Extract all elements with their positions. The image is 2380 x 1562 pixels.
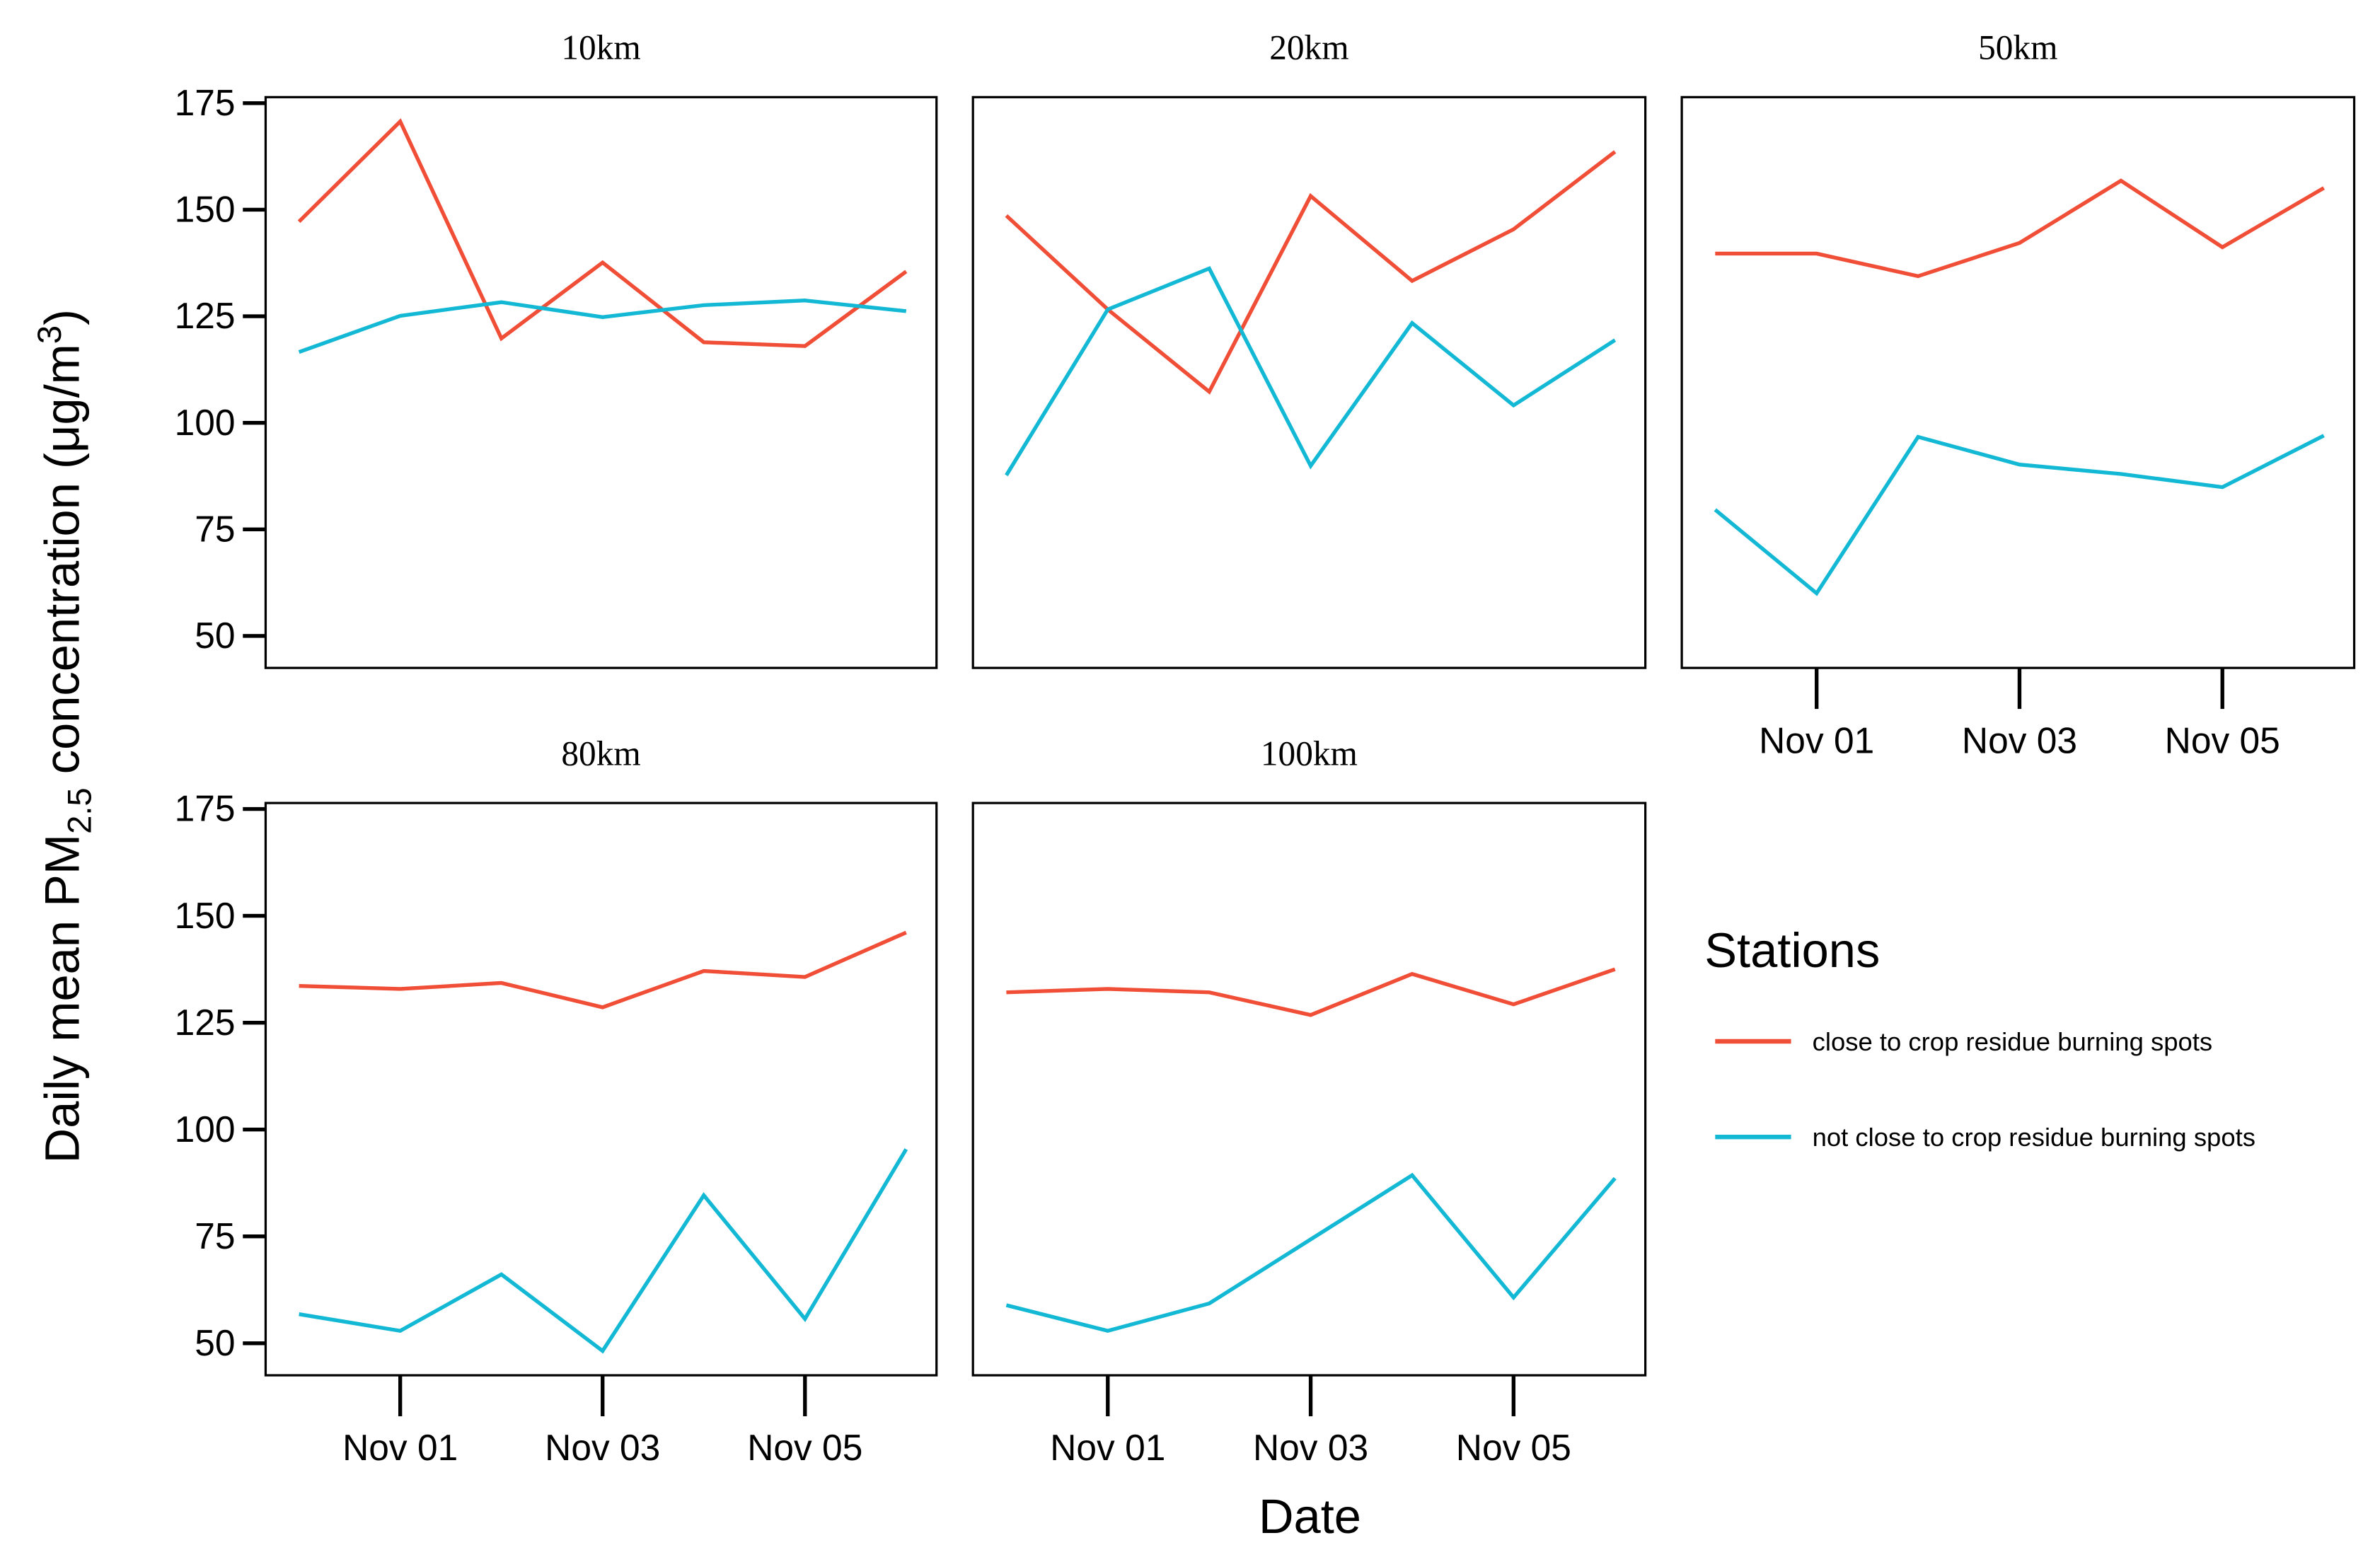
y-tick-label: 75: [195, 508, 235, 549]
x-tick-label: Nov 01: [1759, 719, 1874, 760]
y-label-superscript: 3: [31, 325, 69, 344]
series-line: [299, 930, 907, 1009]
y-label-part: ): [35, 309, 90, 325]
y-label-part: Daily mean PM: [35, 834, 90, 1163]
series-line: [1714, 434, 2325, 596]
y-tick-label: 150: [175, 189, 236, 230]
y-label-part: concentration (μg/m: [35, 344, 90, 787]
panel-title: 20km: [1269, 28, 1348, 67]
y-tick-label: 50: [195, 615, 235, 656]
x-tick-label: Nov 03: [1253, 1427, 1368, 1468]
plot-frame: [971, 96, 1647, 669]
series-line: [299, 1148, 908, 1354]
plot-frame: [264, 96, 938, 669]
series-line: [1006, 967, 1616, 1017]
panel-title: 50km: [1978, 28, 2057, 67]
y-tick-label: 175: [175, 82, 236, 123]
y-tick-label: 100: [175, 1109, 236, 1150]
x-tick-label: Nov 05: [2165, 719, 2280, 760]
panel-title: 80km: [561, 734, 640, 773]
y-label-subscript: 2.5: [62, 787, 99, 834]
x-tick-label: Nov 03: [1962, 719, 2077, 760]
x-tick-label: Nov 01: [1050, 1427, 1165, 1468]
plot-frame: [1680, 96, 2356, 669]
x-tick-label: Nov 03: [545, 1427, 660, 1468]
plot-frame: [264, 802, 938, 1377]
series-line: [1005, 150, 1617, 395]
legend-entry: close to crop residue burning spots: [1813, 1027, 2213, 1056]
y-tick-label: 125: [175, 1002, 236, 1043]
series-line: [1005, 1172, 1617, 1334]
x-tick-label: Nov 05: [1456, 1427, 1571, 1468]
y-tick-label: 75: [195, 1215, 235, 1256]
panel-title: 10km: [561, 28, 640, 67]
plot-frame: [971, 802, 1647, 1377]
y-tick-label: 150: [175, 895, 236, 936]
y-tick-label: 125: [175, 295, 236, 336]
series-line: [298, 299, 907, 354]
series-line: [1005, 266, 1617, 477]
x-axis-label: Date: [1259, 1489, 1361, 1544]
y-tick-label: 50: [195, 1322, 235, 1363]
series-line: [1715, 178, 2325, 279]
y-tick-label: 100: [175, 402, 236, 443]
series-line: [297, 118, 908, 348]
y-tick-label: 175: [175, 788, 236, 829]
x-tick-label: Nov 05: [747, 1427, 862, 1468]
legend-title: Stations: [1704, 923, 1880, 978]
panel-title: 100km: [1261, 734, 1358, 773]
x-tick-label: Nov 01: [342, 1427, 458, 1468]
legend-entry: not close to crop residue burning spots: [1813, 1123, 2255, 1152]
y-axis-label: Daily mean PM2.5 concentration (μg/m3): [31, 309, 99, 1163]
